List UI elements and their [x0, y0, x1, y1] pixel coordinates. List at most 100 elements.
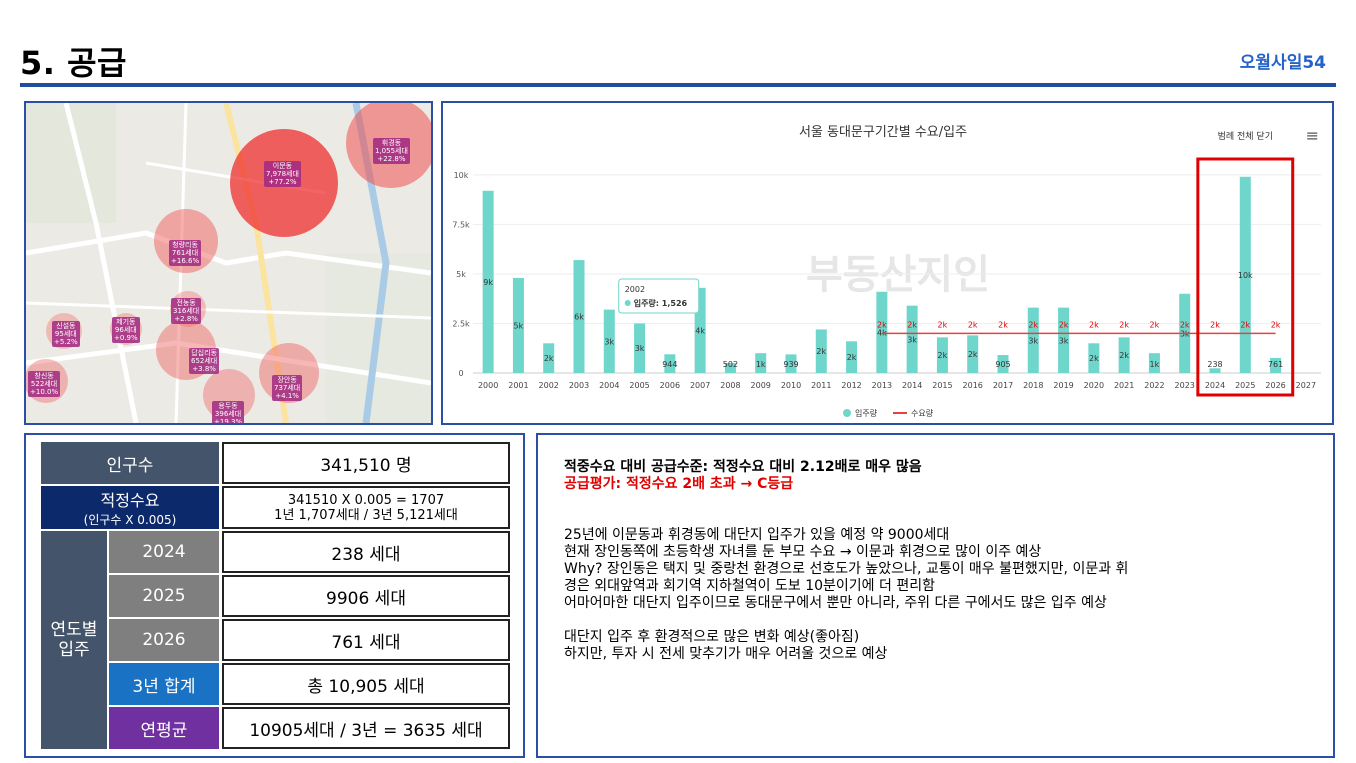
demand-value-label: 2k	[877, 320, 887, 329]
bar	[1088, 343, 1100, 373]
year-value-2024: 238 세대	[222, 531, 510, 573]
brand-label: 오월사일54	[1239, 53, 1326, 73]
demand-value-cell: 341510 X 0.005 = 1707 1년 1,707세대 / 3년 5,…	[222, 486, 510, 529]
bar	[997, 355, 1009, 373]
bar	[1118, 337, 1130, 373]
map-bubble-label: 제기동 96세대 +0.9%	[112, 317, 140, 343]
bar-value-label: 5k	[514, 321, 524, 330]
x-tick-label: 2018	[1023, 381, 1043, 390]
y-tick-label: 2.5k	[452, 319, 470, 328]
bar-value-label: 3k	[907, 335, 917, 344]
bar	[1209, 368, 1221, 373]
map-bubble-label: 전농동 316세대 +2.8%	[171, 298, 202, 324]
bar-value-label: 4k	[695, 326, 705, 335]
supply-demand-chart: 서울 동대문구기간별 수요/입주 범례 전체 닫기 ≡ 부동산지인 0 2.5k 5k 7.5…	[441, 101, 1334, 425]
note-line: 하지만, 투자 시 전세 맞추기가 매우 어려울 것으로 예상	[564, 646, 888, 662]
bar-value-label: 3k	[1028, 336, 1038, 345]
bar-value-label: 905	[995, 360, 1010, 369]
bar	[664, 354, 676, 373]
page-title: 5. 공급	[20, 44, 127, 82]
bar-value-label: 2k	[1089, 354, 1099, 363]
demand-value-label: 2k	[1150, 320, 1160, 329]
bar-value-label: 2k	[1119, 351, 1129, 360]
bar-value-label: 10k	[1238, 271, 1253, 280]
bar	[906, 305, 918, 373]
x-tick-label: 2021	[1114, 381, 1134, 390]
tooltip-box	[618, 278, 700, 314]
map-background	[26, 103, 431, 423]
bar	[1239, 176, 1251, 373]
bar	[603, 309, 615, 373]
x-tick-label: 2020	[1084, 381, 1104, 390]
map-bubble-label: 장안동 737세대 +4.1%	[272, 375, 303, 401]
chart-title: 서울 동대문구기간별 수요/입주	[799, 125, 967, 140]
map-bubble-label: 휘경동 1,055세대 +22.8%	[373, 138, 410, 164]
bar-value-label: 944	[662, 360, 677, 369]
x-tick-label: 2002	[539, 381, 559, 390]
bar	[846, 341, 858, 373]
chart-menu-icon: ≡	[1306, 126, 1319, 145]
supply-level-headline: 적중수요 대비 공급수준: 적정수요 대비 2.12배로 매우 많음	[564, 459, 922, 475]
bar-value-label: 761	[1268, 360, 1283, 369]
map-bubble-label: 창신동 522세대 +10.0%	[28, 371, 61, 397]
bar-value-label: 1k	[1150, 360, 1160, 369]
x-tick-label: 2012	[841, 381, 861, 390]
x-tick-label: 2013	[872, 381, 892, 390]
legend-label-supply: 입주량	[855, 408, 878, 418]
bar	[785, 354, 797, 373]
bar	[876, 291, 888, 373]
x-tick-label: 2004	[599, 381, 619, 390]
bar	[1027, 307, 1039, 373]
x-tick-label: 2019	[1053, 381, 1073, 390]
bar-value-label: 939	[783, 360, 798, 369]
x-tick-label: 2011	[811, 381, 831, 390]
highlight-box	[1196, 157, 1295, 397]
analysis-notes: 적중수요 대비 공급수준: 적정수요 대비 2.12배로 매우 많음 공급평가:…	[536, 433, 1335, 758]
demand-value-label: 2k	[1271, 320, 1281, 329]
bar	[815, 329, 827, 373]
bar-value-label: 2k	[544, 354, 554, 363]
map-bubble-label: 신설동 95세대 +5.2%	[52, 321, 80, 347]
bar-value-label: 2k	[968, 350, 978, 359]
bar-value-label: 238	[1207, 360, 1222, 369]
demand-value-label: 2k	[1119, 320, 1129, 329]
demand-value-label: 2k	[1180, 320, 1190, 329]
x-tick-label: 2022	[1144, 381, 1164, 390]
bar-value-label: 2k	[938, 351, 948, 360]
map-bubble-label: 이문동 7,978세대 +77.2%	[264, 161, 301, 187]
x-tick-label: 2026	[1265, 381, 1285, 390]
bar	[724, 363, 736, 373]
three-year-total-label: 3년 합계	[109, 663, 219, 705]
bar-value-label: 502	[723, 360, 738, 369]
demand-value-label: 2k	[1240, 320, 1250, 329]
bar-value-label: 2k	[816, 347, 826, 356]
x-tick-label: 2008	[720, 381, 740, 390]
annual-average-value: 10905세대 / 3년 = 3635 세대	[222, 707, 510, 749]
bar	[1148, 353, 1160, 373]
demand-value-label: 2k	[1059, 320, 1069, 329]
chart-canvas: 서울 동대문구기간별 수요/입주 범례 전체 닫기 ≡ 부동산지인 0 2.5k 5k 7.5…	[452, 125, 1321, 418]
demand-value-label: 2k	[968, 320, 978, 329]
bar	[543, 343, 555, 373]
year-label-2024: 2024	[109, 531, 219, 573]
demand-sublabel: (인구수 X 0.005)	[83, 513, 177, 527]
supply-summary-table: 인구수 341,510 명 적정수요 (인구수 X 0.005) 341510 …	[24, 433, 525, 758]
demand-value-label: 2k	[907, 320, 917, 329]
demand-value-label: 2k	[938, 320, 948, 329]
bar	[482, 190, 494, 373]
year-value-2026: 761 세대	[222, 619, 510, 661]
x-tick-label: 2001	[508, 381, 528, 390]
population-label: 인구수	[41, 442, 219, 484]
bar-value-label: 6k	[574, 313, 584, 322]
bar	[755, 353, 767, 373]
district-map[interactable]: 이문동 7,978세대 +77.2% 휘경동 1,055세대 +22.8% 청량…	[24, 101, 433, 425]
chart-watermark: 부동산지인	[806, 252, 990, 298]
x-tick-label: 2006	[660, 381, 680, 390]
legend-toggle-button: 범례 전체 닫기	[1218, 130, 1273, 142]
bar	[512, 277, 524, 373]
bar	[936, 337, 948, 373]
yearly-supply-group-label: 연도별 입주	[41, 531, 107, 749]
bar	[634, 323, 646, 373]
bar-value-label: 3k	[635, 344, 645, 353]
map-bubble-label: 청량리동 761세대 +16.6%	[169, 240, 202, 266]
